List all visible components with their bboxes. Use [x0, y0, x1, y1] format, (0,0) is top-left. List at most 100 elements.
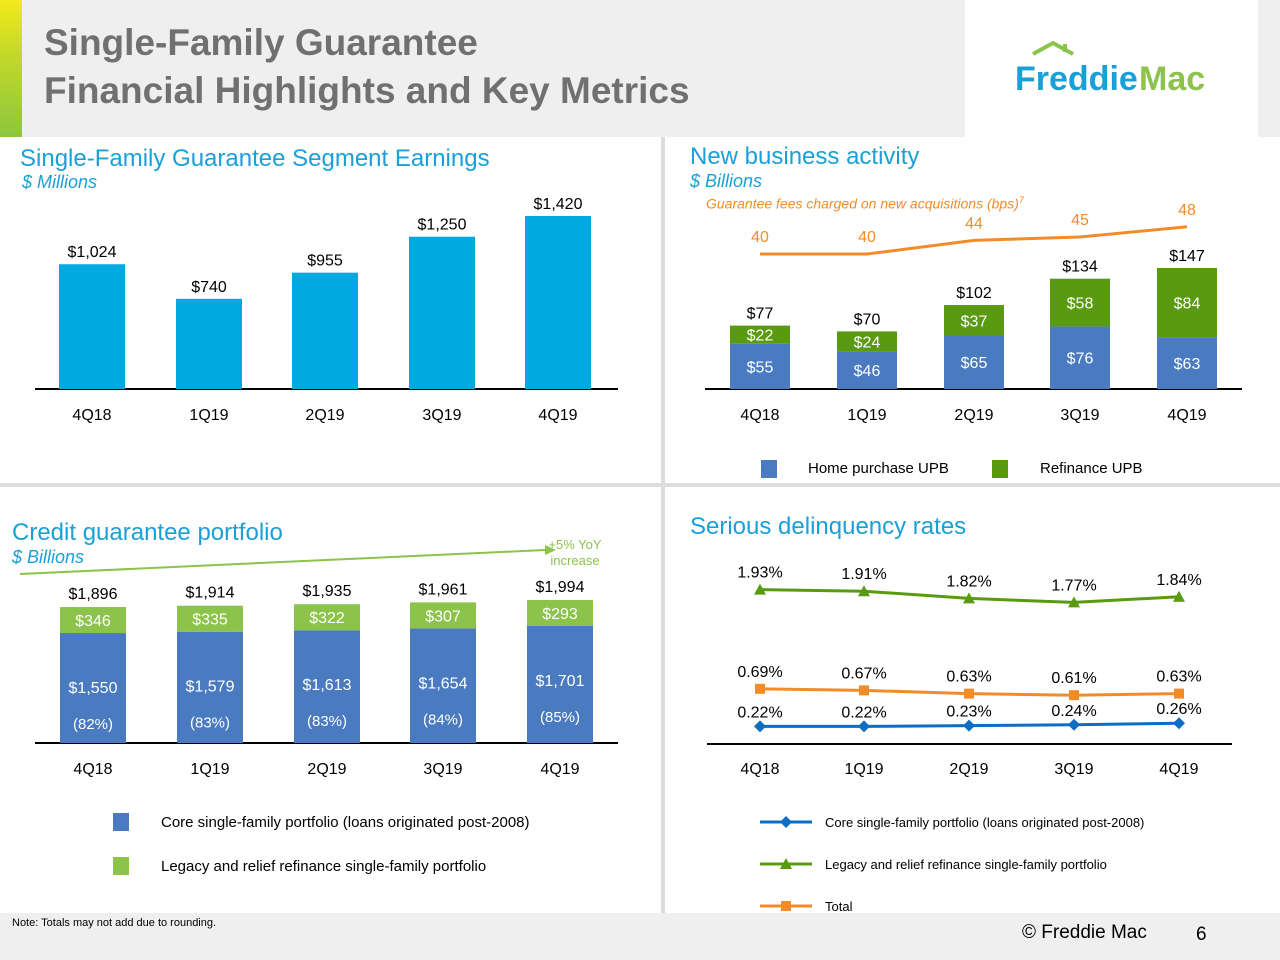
legend-swatch-refinance [992, 460, 1008, 478]
sdq-value-label: 1.84% [1156, 572, 1201, 589]
refinance-bar [837, 331, 897, 352]
sdq-marker [858, 720, 870, 733]
refinance-bar [1157, 268, 1217, 338]
yoy-line2: increase [550, 553, 600, 568]
total-label: $147 [1169, 248, 1205, 265]
gfee-label: Guarantee fees charged on new acquisitio… [706, 195, 1024, 212]
gfee-label-text: Guarantee fees charged on new acquisitio… [706, 195, 1019, 212]
sdq-marker [1174, 688, 1184, 699]
sdq-value-label: 0.23% [946, 704, 991, 721]
home-purchase-bar [944, 335, 1004, 389]
sdq-value-label: 0.22% [841, 704, 886, 721]
sdq-value-label: 1.91% [841, 566, 886, 583]
legacy-label: $322 [309, 610, 345, 627]
gfee-value-label: 45 [1071, 212, 1089, 229]
earnings-bar [525, 216, 591, 389]
legend-legacy: Legacy and relief refinance single-famil… [161, 858, 487, 875]
earnings-title: Single-Family Guarantee Segment Earnings [20, 145, 490, 172]
total-label: $1,896 [69, 586, 118, 603]
core-share-label: (84%) [423, 711, 463, 728]
earnings-subtitle: $ Millions [22, 172, 98, 192]
legacy-bar [410, 602, 476, 629]
legacy-label: $307 [425, 608, 461, 625]
earnings-value-label: $740 [191, 279, 227, 296]
gfee-value-label: 40 [751, 229, 769, 246]
freddie-mac-logo: Freddie Mac [1015, 40, 1225, 100]
home-purchase-bar [1050, 326, 1110, 389]
home-purchase-label: $65 [961, 355, 988, 372]
refinance-bar [944, 305, 1004, 336]
page-number: 6 [1196, 924, 1207, 945]
sdq-marker [963, 592, 975, 604]
x-tick-label: 4Q18 [73, 761, 112, 778]
x-tick-label: 4Q19 [538, 407, 577, 424]
sdq-value-label: 1.82% [946, 573, 991, 590]
x-tick-label: 2Q19 [949, 761, 988, 778]
core-share-label: (82%) [73, 716, 113, 733]
footnote: Note: Totals may not add due to rounding… [12, 917, 217, 929]
home-purchase-label: $55 [747, 359, 774, 376]
refinance-label: $84 [1174, 296, 1201, 313]
legend-marker [780, 816, 792, 828]
sdq-marker [754, 583, 766, 595]
core-label: $1,613 [303, 677, 352, 694]
nba-title: New business activity [690, 143, 920, 170]
x-tick-label: 1Q19 [844, 761, 883, 778]
total-label: $70 [854, 311, 881, 328]
x-tick-label: 3Q19 [1054, 761, 1093, 778]
legacy-bar [177, 605, 243, 632]
page-title-line1: Single-Family Guarantee [44, 22, 478, 63]
page-title-line2: Financial Highlights and Key Metrics [44, 70, 690, 111]
legend-sdq-core: Core single-family portfolio (loans orig… [825, 815, 1145, 830]
home-purchase-bar [1157, 337, 1217, 389]
home-purchase-bar [730, 343, 790, 389]
sdq-marker [964, 688, 974, 699]
earnings-bar [59, 264, 125, 389]
earnings-value-label: $1,250 [418, 217, 467, 234]
legacy-label: $293 [542, 606, 578, 623]
horizontal-divider [0, 483, 1280, 487]
total-label: $77 [747, 306, 774, 323]
yoy-arrowhead [545, 545, 556, 555]
legend-sdq-total: Total [825, 899, 853, 914]
x-tick-label: 2Q19 [305, 407, 344, 424]
earnings-bar [292, 272, 358, 389]
total-label: $102 [956, 285, 992, 302]
core-bar [60, 633, 126, 743]
sdq-value-label: 0.26% [1156, 701, 1201, 718]
legend-sdq-legacy: Legacy and relief refinance single-famil… [825, 857, 1107, 872]
earnings-bar [176, 298, 242, 389]
vertical-divider [661, 137, 665, 913]
refinance-label: $22 [747, 328, 774, 345]
copyright: © Freddie Mac [1022, 922, 1147, 943]
gfee-footnote: 7 [1018, 195, 1024, 205]
legend-refinance: Refinance UPB [1040, 460, 1143, 477]
sdq-value-label: 0.61% [1051, 670, 1096, 687]
x-tick-label: 4Q19 [1159, 761, 1198, 778]
yoy-annotation: +5% YoY increase [530, 537, 620, 569]
legacy-bar [527, 600, 593, 626]
total-label: $1,961 [419, 581, 468, 598]
home-purchase-label: $63 [1174, 356, 1201, 373]
yoy-line1: +5% YoY [548, 537, 602, 552]
core-label: $1,579 [186, 679, 235, 696]
gfee-value-label: 48 [1178, 202, 1196, 219]
x-tick-label: 3Q19 [423, 761, 462, 778]
x-tick-label: 4Q18 [740, 407, 779, 424]
total-label: $1,914 [186, 585, 235, 602]
legacy-bar [60, 607, 126, 634]
sdq-marker [1069, 690, 1079, 701]
sdq-marker [859, 685, 869, 696]
sdq-marker [754, 720, 766, 733]
refinance-label: $58 [1067, 296, 1094, 313]
svg-text:Freddie: Freddie [1015, 60, 1138, 98]
x-tick-label: 3Q19 [422, 407, 461, 424]
earnings-value-label: $955 [307, 253, 343, 270]
refinance-bar [730, 325, 790, 344]
accent-strip [0, 0, 22, 137]
legend-swatch-core [113, 813, 129, 831]
core-share-label: (83%) [190, 715, 230, 732]
refinance-bar [1050, 278, 1110, 327]
core-label: $1,701 [536, 673, 585, 690]
header-band [0, 0, 965, 137]
